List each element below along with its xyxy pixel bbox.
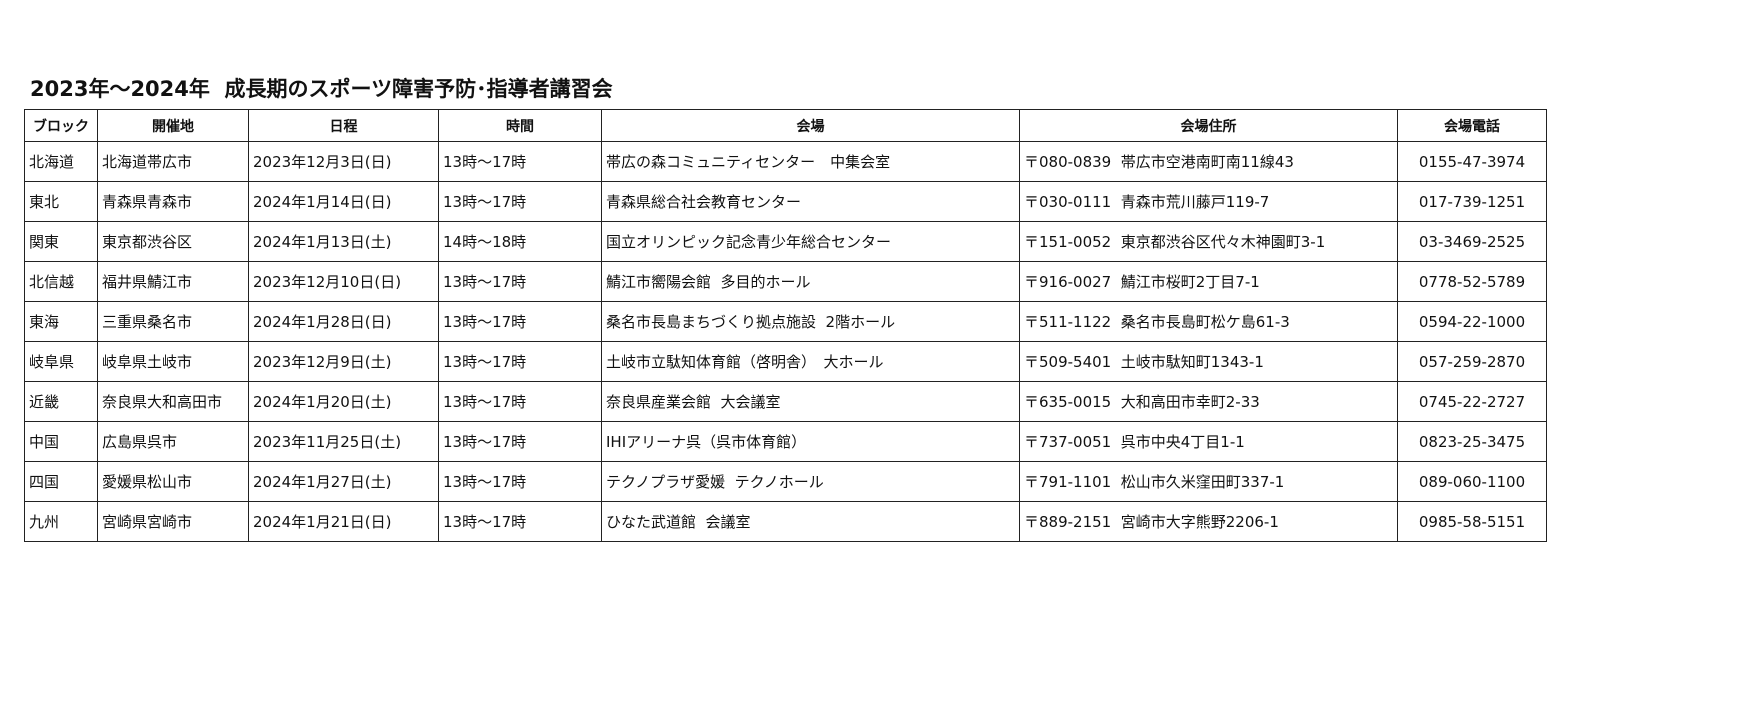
cell-block: 北海道 [24,141,98,182]
cell-venue: IHIアリーナ呉（呉市体育館） [601,421,1020,462]
table-row: 北海道 北海道帯広市 2023年12月3日(日) 13時～17時 帯広の森コミュニティセ… [24,141,1547,182]
cell-address: 〒080-0839 帯広市空港南町南11線43 [1019,141,1398,182]
cell-venue-area: 愛媛県松山市 [97,461,249,502]
cell-address: 〒791-1101 松山市久米窪田町337-1 [1019,461,1398,502]
cell-phone: 03-3469-2525 [1397,221,1547,262]
cell-date: 2024年1月14日(日) [248,181,439,222]
column-header-phone: 会場電話 [1397,109,1547,142]
cell-address: 〒151-0052 東京都渋谷区代々木神園町3-1 [1019,221,1398,262]
table-row: 東北 青森県青森市 2024年1月14日(日) 13時～17時 青森県総合社会教育センタ… [24,181,1547,222]
cell-block: 四国 [24,461,98,502]
cell-phone: 0155-47-3974 [1397,141,1547,182]
cell-venue: テクノプラザ愛媛 テクノホール [601,461,1020,502]
cell-venue-area: 東京都渋谷区 [97,221,249,262]
cell-phone: 0745-22-2727 [1397,381,1547,422]
cell-date: 2024年1月21日(日) [248,501,439,542]
cell-venue: 帯広の森コミュニティセンター 中集会室 [601,141,1020,182]
cell-venue: 桑名市長島まちづくり拠点施設 2階ホール [601,301,1020,342]
column-header-block: ブロック [24,109,98,142]
cell-time: 14時～18時 [438,221,602,262]
cell-venue: 奈良県産業会館 大会議室 [601,381,1020,422]
cell-venue-area: 三重県桑名市 [97,301,249,342]
cell-time: 13時～17時 [438,341,602,382]
table-row: 近畿 奈良県大和高田市 2024年1月20日(土) 13時～17時 奈良県産業会館 大会… [24,381,1547,422]
cell-date: 2024年1月13日(土) [248,221,439,262]
column-header-date: 日程 [248,109,439,142]
cell-venue: ひなた武道館 会議室 [601,501,1020,542]
cell-venue: 土岐市立駄知体育館（啓明舎） 大ホール [601,341,1020,382]
cell-phone: 089-060-1100 [1397,461,1547,502]
cell-address: 〒889-2151 宮崎市大字熊野2206-1 [1019,501,1398,542]
cell-time: 13時～17時 [438,381,602,422]
cell-address: 〒509-5401 土岐市駄知町1343-1 [1019,341,1398,382]
cell-phone: 0823-25-3475 [1397,421,1547,462]
cell-block: 岐阜県 [24,341,98,382]
cell-venue-area: 宮崎県宮崎市 [97,501,249,542]
column-header-venue-area: 開催地 [97,109,249,142]
cell-time: 13時～17時 [438,261,602,302]
cell-block: 九州 [24,501,98,542]
cell-address: 〒511-1122 桑名市長島町松ケ島61-3 [1019,301,1398,342]
page-title: 2023年～2024年 成長期のスポーツ障害予防･指導者講習会 [30,77,613,101]
cell-address: 〒916-0027 鯖江市桜町2丁目7-1 [1019,261,1398,302]
cell-date: 2023年11月25日(土) [248,421,439,462]
cell-block: 東海 [24,301,98,342]
table-row: 中国 広島県呉市 2023年11月25日(土) 13時～17時 IHIアリーナ呉（呉市体… [24,421,1547,462]
column-header-venue: 会場 [601,109,1020,142]
cell-time: 13時～17時 [438,461,602,502]
table-row: 九州 宮崎県宮崎市 2024年1月21日(日) 13時～17時 ひなた武道館 会議室 〒8… [24,501,1547,542]
cell-phone: 0778-52-5789 [1397,261,1547,302]
cell-date: 2023年12月3日(日) [248,141,439,182]
table-row: 四国 愛媛県松山市 2024年1月27日(土) 13時～17時 テクノプラザ愛媛 テクノ… [24,461,1547,502]
cell-date: 2024年1月28日(日) [248,301,439,342]
table-row: 岐阜県 岐阜県土岐市 2023年12月9日(土) 13時～17時 土岐市立駄知体育館（啓… [24,341,1547,382]
table-row: 関東 東京都渋谷区 2024年1月13日(土) 14時～18時 国立オリンピック記念青少… [24,221,1547,262]
cell-phone: 017-739-1251 [1397,181,1547,222]
cell-venue: 国立オリンピック記念青少年総合センター [601,221,1020,262]
cell-venue-area: 青森県青森市 [97,181,249,222]
cell-block: 関東 [24,221,98,262]
column-header-time: 時間 [438,109,602,142]
cell-venue-area: 岐阜県土岐市 [97,341,249,382]
cell-time: 13時～17時 [438,501,602,542]
cell-time: 13時～17時 [438,141,602,182]
cell-venue-area: 広島県呉市 [97,421,249,462]
cell-address: 〒030-0111 青森市荒川藤戸119-7 [1019,181,1398,222]
cell-venue: 鯖江市嚮陽会館 多目的ホール [601,261,1020,302]
table-row: 東海 三重県桑名市 2024年1月28日(日) 13時～17時 桑名市長島まちづくり拠点… [24,301,1547,342]
cell-date: 2023年12月9日(土) [248,341,439,382]
cell-venue-area: 福井県鯖江市 [97,261,249,302]
cell-address: 〒737-0051 呉市中央4丁目1-1 [1019,421,1398,462]
column-header-address: 会場住所 [1019,109,1398,142]
cell-phone: 057-259-2870 [1397,341,1547,382]
cell-address: 〒635-0015 大和高田市幸町2-33 [1019,381,1398,422]
cell-date: 2024年1月20日(土) [248,381,439,422]
cell-phone: 0985-58-5151 [1397,501,1547,542]
cell-block: 近畿 [24,381,98,422]
cell-time: 13時～17時 [438,301,602,342]
cell-date: 2024年1月27日(土) [248,461,439,502]
cell-time: 13時～17時 [438,181,602,222]
cell-phone: 0594-22-1000 [1397,301,1547,342]
cell-venue: 青森県総合社会教育センター [601,181,1020,222]
cell-venue-area: 奈良県大和高田市 [97,381,249,422]
header-row: ブロック 開催地 日程 時間 会場 会場住所 会場電話 [24,109,1547,142]
cell-block: 東北 [24,181,98,222]
cell-time: 13時～17時 [438,421,602,462]
seminar-schedule-table: ブロック 開催地 日程 時間 会場 会場住所 会場電話 北海道 北海道帯広市 2023年12月3… [24,109,1547,542]
cell-block: 北信越 [24,261,98,302]
table-row: 北信越 福井県鯖江市 2023年12月10日(日) 13時～17時 鯖江市嚮陽会館 多目… [24,261,1547,302]
cell-block: 中国 [24,421,98,462]
cell-date: 2023年12月10日(日) [248,261,439,302]
cell-venue-area: 北海道帯広市 [97,141,249,182]
